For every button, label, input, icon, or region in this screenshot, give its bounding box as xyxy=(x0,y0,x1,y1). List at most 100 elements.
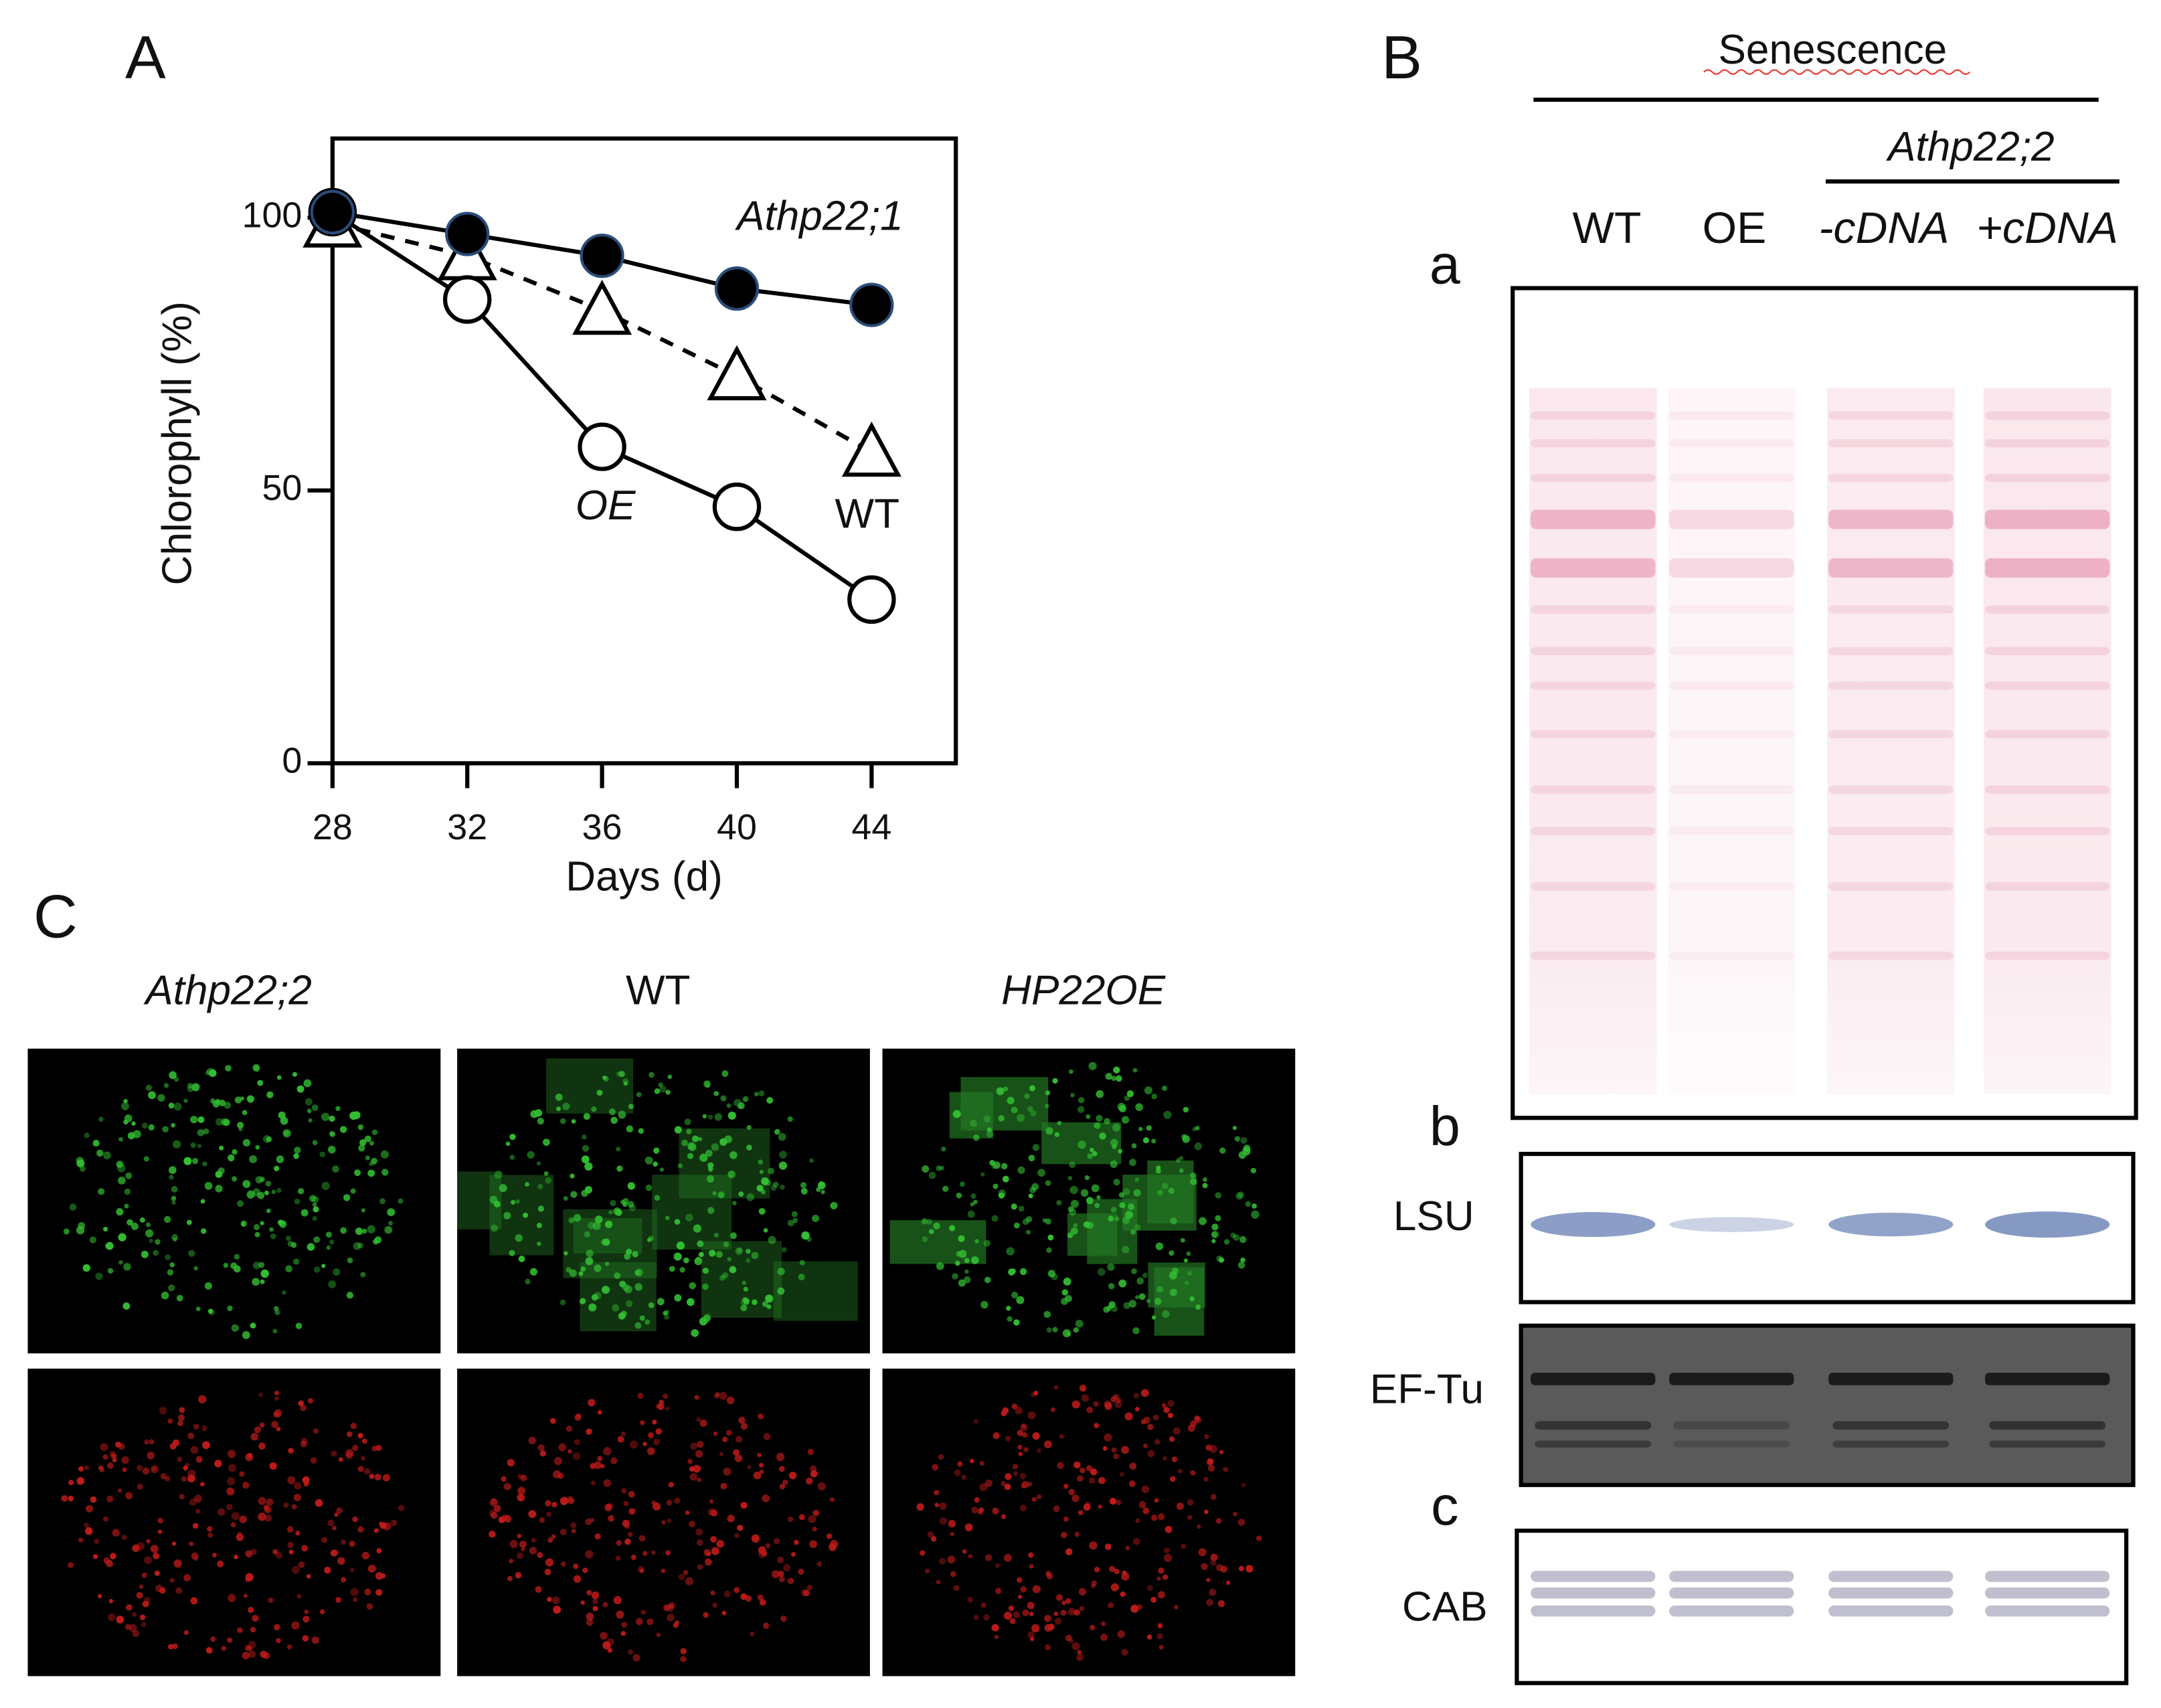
chloroplast xyxy=(117,1164,126,1173)
chloroplast xyxy=(266,1091,274,1099)
chloroplast xyxy=(1077,1097,1085,1104)
chloroplast xyxy=(1084,1175,1090,1181)
band xyxy=(1669,411,1794,420)
chloroplast xyxy=(586,1428,592,1435)
chloroplast xyxy=(325,1231,332,1238)
chloroplast xyxy=(1206,1598,1213,1606)
chloroplast xyxy=(271,1189,276,1195)
chloroplast xyxy=(592,1606,598,1612)
chloroplast xyxy=(930,1536,937,1542)
chloroplast xyxy=(1194,1415,1201,1422)
chloroplast xyxy=(608,1210,613,1215)
band xyxy=(1985,605,2110,614)
chloroplast xyxy=(984,1479,992,1487)
chloroplast xyxy=(983,1240,991,1247)
chloroplast xyxy=(1001,1163,1008,1170)
chloroplast xyxy=(173,1559,182,1568)
chloroplast xyxy=(338,1457,343,1462)
chloroplast xyxy=(191,1552,199,1560)
chloroplast xyxy=(245,1453,253,1462)
chloroplast xyxy=(1074,1531,1080,1537)
chloroplast xyxy=(714,1113,723,1121)
chloroplast xyxy=(332,1165,339,1173)
chloroplast xyxy=(105,1242,114,1250)
chloroplast xyxy=(1256,1535,1262,1541)
chloroplast xyxy=(85,1505,94,1513)
chloroplast xyxy=(161,1291,169,1300)
chloroplast xyxy=(82,1264,90,1272)
chloroplast xyxy=(366,1603,373,1610)
chloroplast xyxy=(761,1177,770,1185)
chloroplast xyxy=(1003,1086,1009,1092)
band xyxy=(1985,1571,2110,1582)
chloroplast xyxy=(1118,1192,1124,1198)
chloroplast xyxy=(257,1080,264,1086)
chloroplast xyxy=(227,1637,233,1643)
chloroplast xyxy=(635,1268,643,1277)
chloroplast xyxy=(544,1568,551,1575)
chloroplast xyxy=(296,1594,302,1599)
chloroplast xyxy=(984,1276,991,1284)
chloroplast xyxy=(509,1539,518,1549)
chloroplast xyxy=(1226,1580,1231,1586)
chloroplast xyxy=(788,1471,797,1480)
chloroplast xyxy=(242,1180,251,1188)
chloroplast xyxy=(239,1471,245,1477)
chloroplast xyxy=(683,1257,689,1264)
panel-label: C xyxy=(33,883,78,950)
chloroplast xyxy=(536,1222,542,1228)
chloroplast xyxy=(725,1430,732,1436)
chloroplast xyxy=(816,1187,821,1192)
chloroplast xyxy=(1216,1255,1223,1262)
chloroplast xyxy=(1045,1104,1049,1108)
chloroplast xyxy=(757,1452,762,1458)
y-tick-label: 0 xyxy=(282,741,302,781)
point xyxy=(847,575,896,624)
chloroplast xyxy=(517,1486,526,1495)
chloroplast xyxy=(703,1549,711,1556)
chloroplast xyxy=(190,1597,198,1605)
chloroplast xyxy=(237,1627,243,1633)
chloroplast xyxy=(652,1420,657,1425)
chloroplast xyxy=(1235,1192,1243,1200)
chloroplast xyxy=(274,1396,279,1401)
chloroplast xyxy=(604,1262,610,1266)
chloroplast xyxy=(116,1615,124,1624)
chloroplast xyxy=(499,1184,507,1193)
chloroplast xyxy=(103,1226,108,1232)
chloroplast xyxy=(552,1470,561,1478)
chloroplast xyxy=(287,1476,296,1484)
chloroplast xyxy=(689,1282,696,1290)
chloroplast xyxy=(640,1420,645,1426)
chloroplast xyxy=(632,1251,638,1258)
chloroplast xyxy=(1079,1467,1086,1474)
chloroplast xyxy=(636,1092,642,1098)
chloroplast xyxy=(1067,1175,1073,1181)
chloroplast xyxy=(537,1552,543,1558)
chloroplast xyxy=(1015,1406,1023,1415)
chloroplast xyxy=(1050,1407,1056,1412)
chloroplast xyxy=(230,1522,236,1528)
chloroplast xyxy=(758,1207,766,1215)
chloroplast xyxy=(759,1599,766,1606)
chloroplast xyxy=(167,1418,173,1424)
chloroplast xyxy=(680,1656,687,1662)
chloroplast xyxy=(697,1136,703,1142)
chloroplast xyxy=(740,1304,748,1312)
chloroplast xyxy=(693,1464,701,1473)
chloroplast xyxy=(365,1155,370,1161)
chloroplast xyxy=(998,1189,1006,1197)
chloroplast xyxy=(132,1544,140,1552)
chloroplast xyxy=(187,1474,195,1482)
chloroplast xyxy=(291,1504,297,1510)
chloroplast xyxy=(1047,1623,1055,1630)
chloroplast xyxy=(241,1222,246,1227)
chloroplast xyxy=(787,1577,794,1585)
chloroplast xyxy=(618,1110,626,1119)
chloroplast xyxy=(632,1654,640,1662)
chloroplast xyxy=(353,1242,361,1250)
cell xyxy=(773,1261,858,1321)
chloroplast xyxy=(781,1247,787,1253)
chloroplast xyxy=(509,1559,514,1563)
